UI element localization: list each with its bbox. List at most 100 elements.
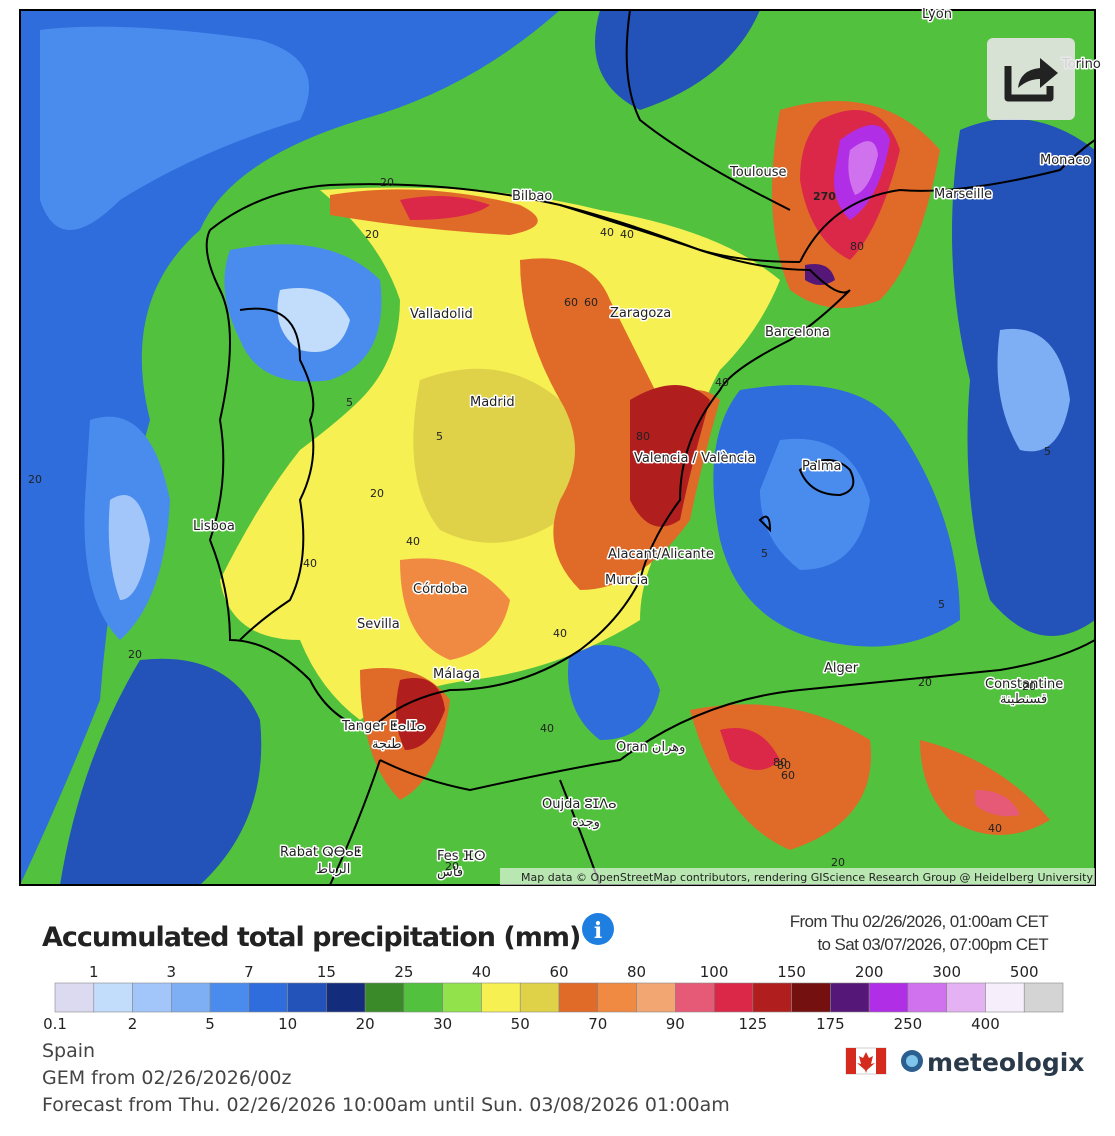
legend-label: 90	[666, 1015, 685, 1033]
contour-label: 20	[380, 176, 394, 189]
contour-label: 80	[850, 240, 864, 253]
city-label: Alger	[824, 661, 859, 676]
city-label: Lisboa	[193, 519, 235, 534]
legend-swatch	[248, 982, 288, 1013]
city-label: Málaga	[433, 667, 480, 682]
legend-swatch	[442, 982, 482, 1013]
legend-swatch	[558, 982, 599, 1013]
legend-swatch	[132, 982, 172, 1013]
city-label: Madrid	[470, 395, 515, 410]
period-from: From Thu 02/26/2026, 01:00am CET	[790, 912, 1049, 931]
share-icon	[1004, 66, 1054, 102]
legend-label: 5	[205, 1015, 215, 1033]
contour-label: 270	[813, 190, 836, 203]
legend-label: 3	[167, 963, 177, 981]
city-label: فاس	[437, 865, 463, 880]
legend-swatch	[326, 982, 366, 1013]
legend-label: 30	[433, 1015, 452, 1033]
share-button[interactable]	[987, 38, 1075, 120]
contour-label: 40	[406, 535, 420, 548]
city-label: طنجة	[372, 737, 402, 752]
city-label: الرباط	[316, 862, 350, 877]
contour-label: 5	[1044, 445, 1051, 458]
city-label: Oujda ⵓⵊⴷⴰ	[542, 797, 617, 812]
legend-swatch	[675, 982, 715, 1013]
legend-swatch	[287, 982, 327, 1013]
legend-swatch	[636, 982, 676, 1013]
legend-swatch	[597, 982, 637, 1013]
info-icon[interactable]: i	[582, 913, 614, 945]
city-label: Sevilla	[357, 617, 400, 632]
legend-swatch	[1023, 982, 1064, 1013]
contour-label: 20	[370, 487, 384, 500]
contour-label: 20	[445, 860, 459, 873]
legend-label: 300	[932, 963, 961, 981]
legend-swatch	[481, 982, 521, 1013]
legend-label: 25	[394, 963, 413, 981]
contour-label: 40	[540, 722, 554, 735]
city-label: قسنطينة	[1000, 692, 1047, 707]
city-label: Alacant/Alicante	[608, 547, 714, 562]
period-to: to Sat 03/07/2026, 07:00pm CET	[817, 935, 1048, 954]
legend-label: 80	[627, 963, 646, 981]
legend-label: 10	[278, 1015, 297, 1033]
attribution-bg	[500, 868, 1095, 885]
legend-swatch	[907, 982, 947, 1013]
contour-label: 60	[564, 296, 578, 309]
legend-swatch	[519, 982, 560, 1013]
city-label: Valladolid	[410, 307, 473, 322]
legend-swatch	[946, 982, 986, 1013]
city-label: Murcia	[605, 573, 648, 588]
legend-label: 7	[244, 963, 254, 981]
legend-label: 60	[549, 963, 568, 981]
legend-swatch	[985, 982, 1025, 1013]
footer-forecast: Forecast from Thu. 02/26/2026 10:00am un…	[42, 1094, 730, 1116]
flag-band	[876, 1048, 886, 1074]
contour-label: 20	[28, 473, 42, 486]
contour-label: 80	[777, 759, 791, 772]
city-label: Tanger ⵟⴰⵏⵊⴰ	[341, 719, 425, 734]
contour-label: 40	[988, 822, 1002, 835]
contour-label: 80	[773, 756, 787, 769]
contour-label: 60	[584, 296, 598, 309]
city-label: Bilbao	[512, 189, 552, 204]
legend-swatch	[713, 982, 754, 1013]
contour-label: 20	[365, 228, 379, 241]
legend-label: 1	[89, 963, 99, 981]
city-label: Palma	[802, 459, 841, 474]
legend-label: 500	[1010, 963, 1039, 981]
city-label: Córdoba	[413, 582, 468, 597]
legend-label: 200	[855, 963, 884, 981]
info-circle[interactable]	[582, 913, 614, 945]
precipitation-map	[20, 10, 1095, 885]
contour-label: 40	[600, 226, 614, 239]
legend-label: 40	[472, 963, 491, 981]
legend-label: 20	[356, 1015, 375, 1033]
legend-swatch	[54, 982, 95, 1013]
contour-label: 20	[918, 676, 932, 689]
legend-label: 175	[816, 1015, 845, 1033]
footer-region: Spain	[42, 1040, 95, 1062]
legend-label: 2	[128, 1015, 138, 1033]
legend-swatch	[364, 982, 405, 1013]
legend-label: 15	[317, 963, 336, 981]
legend-swatch	[93, 982, 133, 1013]
city-label: Marseille	[934, 187, 992, 202]
contour-label: 60	[781, 769, 795, 782]
maple-leaf	[857, 1052, 875, 1073]
contour-label: 40	[553, 627, 567, 640]
legend-swatch	[752, 982, 792, 1013]
city-label: Lyon	[922, 7, 952, 22]
footer-model: GEM from 02/26/2026/00z	[42, 1067, 292, 1089]
legend-swatch	[791, 982, 831, 1013]
brand-name: meteologix	[927, 1048, 1084, 1077]
contour-label: 5	[346, 396, 353, 409]
city-label: وجدة	[572, 815, 600, 830]
legend-label: 70	[588, 1015, 607, 1033]
title: Accumulated total precipitation (mm)	[42, 922, 580, 953]
contour-label: 40	[620, 228, 634, 241]
contour-label: 20	[831, 856, 845, 869]
